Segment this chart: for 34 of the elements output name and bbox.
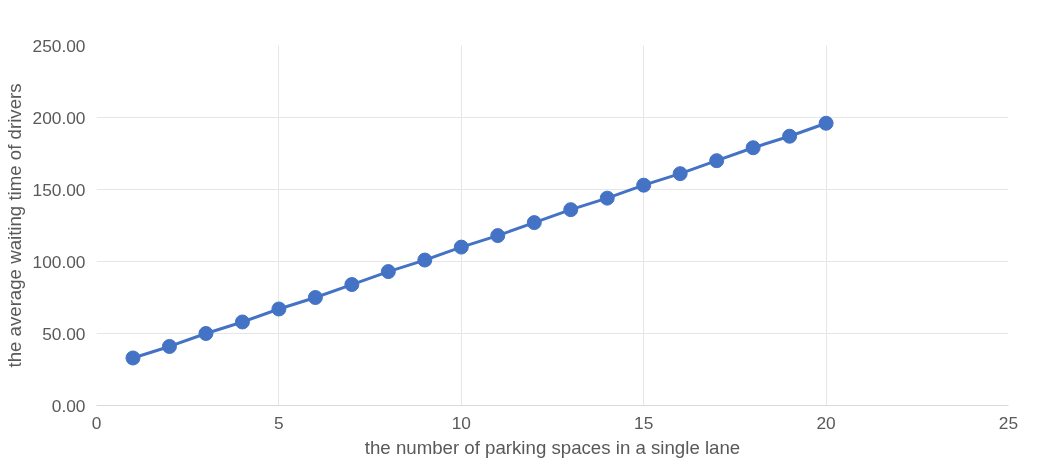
- point: [380, 264, 396, 280]
- point: [818, 115, 834, 131]
- x-tick-label: 0: [91, 412, 102, 433]
- point: [344, 277, 360, 293]
- point: [271, 301, 287, 317]
- point: [599, 190, 615, 206]
- point: [490, 228, 506, 244]
- x-tick-label: 20: [816, 412, 836, 433]
- y-tick-label: 200.00: [32, 107, 86, 128]
- y-tick-label: 100.00: [32, 251, 86, 272]
- point: [745, 140, 761, 156]
- y-tick-label: 150.00: [32, 179, 86, 200]
- x-tick-label: 10: [451, 412, 471, 433]
- x-tick-label: 25: [998, 412, 1019, 433]
- point: [526, 215, 542, 231]
- point: [125, 350, 141, 366]
- point: [453, 239, 469, 255]
- point: [198, 326, 214, 341]
- point: [636, 177, 652, 193]
- point: [782, 128, 798, 144]
- point: [672, 166, 688, 182]
- point: [709, 153, 725, 169]
- y-tick-label: 50.00: [42, 323, 86, 344]
- y-tick-label: 0.00: [51, 395, 86, 416]
- x-axis-title: the number of parking spaces in a single lane: [364, 436, 741, 458]
- point: [563, 202, 579, 218]
- x-tick-label: 15: [634, 412, 654, 433]
- y-axis-title: the average waiting time of drivers: [3, 83, 25, 368]
- x-tick-label: 5: [274, 412, 284, 433]
- point: [417, 252, 433, 268]
- point: [161, 338, 177, 354]
- point: [234, 314, 250, 330]
- y-tick-label: 250.00: [32, 35, 86, 56]
- point: [307, 290, 323, 305]
